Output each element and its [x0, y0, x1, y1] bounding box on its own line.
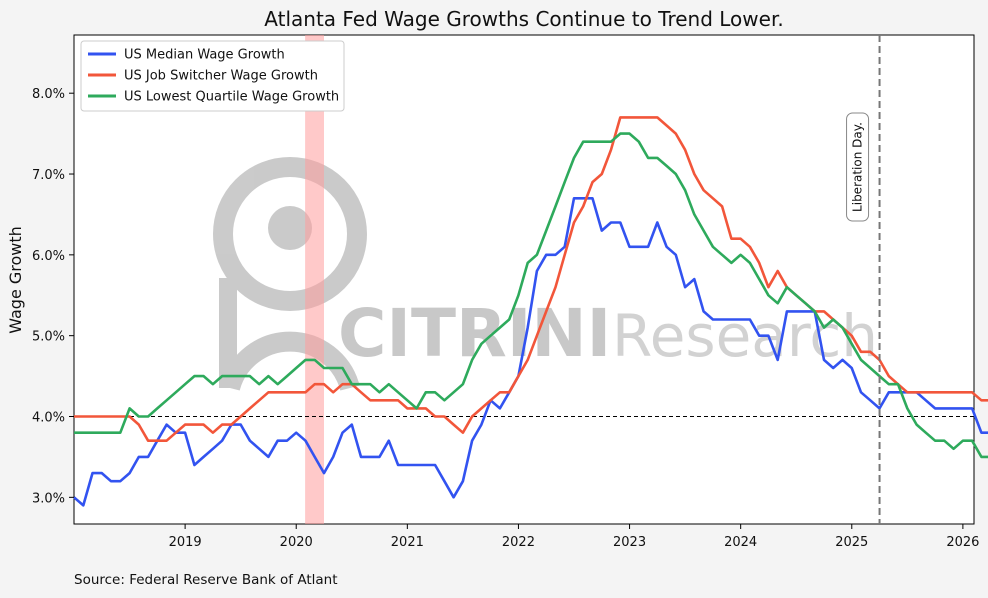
y-tick-label: 7.0%: [32, 168, 65, 183]
series-line-1: [73, 197, 988, 507]
x-axis: 2019 2020 2021 2022 2023 2024 2025 2026: [169, 524, 979, 550]
shaded-region: [305, 35, 324, 524]
x-tick-label: 2019: [169, 535, 202, 550]
watermark-logo-icon: [213, 157, 367, 391]
watermark-word-1: CITRINI: [338, 295, 611, 372]
y-axis-label: Wage Growth: [6, 226, 25, 334]
x-tick-label: 2020: [280, 535, 313, 550]
event-line-group: Liberation Day.: [846, 35, 881, 524]
x-tick-label: 2025: [835, 535, 868, 550]
legend-label-1: US Median Wage Growth: [124, 48, 285, 63]
event-label: Liberation Day.: [851, 122, 865, 212]
series-group: [73, 116, 988, 507]
y-tick-label: 4.0%: [32, 411, 65, 426]
y-tick-label: 5.0%: [32, 330, 65, 345]
y-axis: 3.0% 4.0% 5.0% 6.0% 7.0% 8.0%: [32, 87, 74, 506]
x-tick-label: 2021: [391, 535, 424, 550]
event-label-box: [846, 112, 870, 222]
watermark-word-2: Research: [612, 302, 878, 370]
y-tick-label: 6.0%: [32, 249, 65, 264]
shaded-region-group: [305, 35, 324, 524]
y-tick-label: 3.0%: [32, 491, 65, 506]
series-line-3: [74, 132, 988, 459]
x-tick-label: 2026: [946, 535, 979, 550]
x-tick-label: 2022: [502, 535, 535, 550]
legend-label-3: US Lowest Quartile Wage Growth: [124, 90, 339, 105]
legend-box: [80, 40, 345, 112]
y-tick-label: 8.0%: [32, 87, 65, 102]
legend: US Median Wage Growth US Job Switcher Wag…: [80, 40, 345, 112]
watermark: CITRINI Research: [213, 157, 878, 391]
chart-title: Atlanta Fed Wage Growths Continue to Tre…: [264, 7, 783, 31]
legend-label-2: US Job Switcher Wage Growth: [124, 69, 318, 84]
x-tick-label: 2023: [613, 535, 646, 550]
source-note: Source: Federal Reserve Bank of Atlant: [74, 572, 338, 588]
x-tick-label: 2024: [724, 535, 757, 550]
